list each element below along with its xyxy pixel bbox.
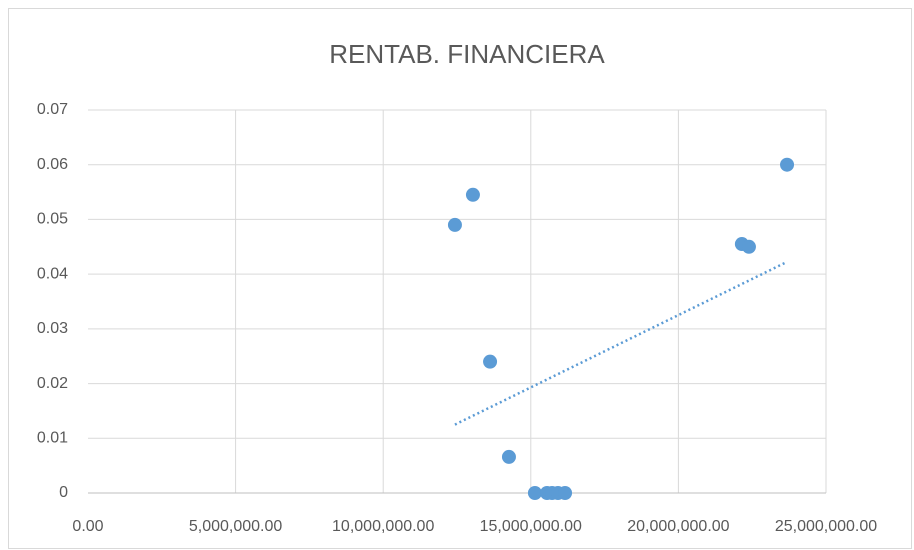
- y-tick-label: 0.07: [37, 101, 68, 118]
- point: [527, 486, 542, 500]
- y-tick-label: 0.04: [37, 265, 68, 282]
- x-tick-label: 5,000,000.00: [189, 518, 283, 535]
- trendline: [454, 260, 788, 426]
- point: [483, 354, 498, 369]
- point: [465, 187, 480, 202]
- x-tick-label: 15,000,000.00: [480, 518, 582, 535]
- x-tick-label: 20,000,000.00: [627, 518, 729, 535]
- point: [447, 217, 462, 232]
- y-tick-label: 0.02: [37, 375, 68, 392]
- chart-border: [8, 8, 912, 549]
- x-tick-label: 0.00: [72, 518, 103, 535]
- y-tick-label: 0.05: [37, 211, 68, 228]
- y-tick-label: 0.06: [37, 156, 68, 173]
- y-tick-label: 0.03: [37, 320, 68, 337]
- point: [741, 239, 756, 254]
- x-tick-label: 25,000,000.00: [775, 518, 877, 535]
- chart-title: RENTAB. FINANCIERA: [329, 39, 605, 69]
- y-tick-label: 0: [59, 484, 68, 501]
- point: [558, 486, 573, 500]
- point: [780, 157, 795, 172]
- y-tick-label: 0.01: [37, 430, 68, 447]
- point: [501, 449, 516, 464]
- x-tick-label: 10,000,000.00: [332, 518, 434, 535]
